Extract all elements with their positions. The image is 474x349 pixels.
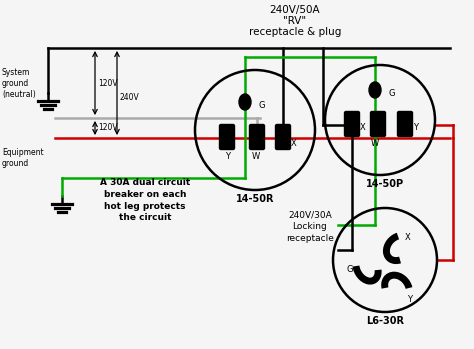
- Text: X: X: [360, 122, 366, 132]
- Text: 120V: 120V: [98, 124, 118, 133]
- FancyBboxPatch shape: [345, 111, 359, 136]
- Text: W: W: [252, 152, 260, 161]
- Text: G: G: [259, 102, 265, 111]
- Text: 240V: 240V: [120, 94, 140, 103]
- Text: Equipment
ground: Equipment ground: [2, 148, 44, 168]
- Text: G: G: [347, 266, 354, 275]
- FancyBboxPatch shape: [249, 125, 264, 149]
- FancyBboxPatch shape: [371, 111, 385, 136]
- Text: W: W: [371, 139, 379, 148]
- Text: 120V: 120V: [98, 79, 118, 88]
- Text: Y: Y: [413, 122, 418, 132]
- Text: "RV": "RV": [283, 16, 307, 26]
- FancyBboxPatch shape: [398, 111, 412, 136]
- Text: X: X: [291, 140, 297, 149]
- Text: G: G: [389, 89, 395, 98]
- Text: 14-50R: 14-50R: [236, 194, 274, 204]
- Ellipse shape: [239, 94, 251, 110]
- Text: 14-50P: 14-50P: [366, 179, 404, 189]
- Ellipse shape: [369, 82, 381, 98]
- Text: Y: Y: [407, 296, 412, 304]
- Text: System
ground
(neutral): System ground (neutral): [2, 68, 36, 99]
- FancyBboxPatch shape: [219, 125, 235, 149]
- FancyBboxPatch shape: [275, 125, 291, 149]
- Text: 240V/50A: 240V/50A: [270, 5, 320, 15]
- Text: L6-30R: L6-30R: [366, 316, 404, 326]
- Text: A 30A dual circuit
breaker on each
hot leg protects
the circuit: A 30A dual circuit breaker on each hot l…: [100, 178, 190, 222]
- Text: Y: Y: [225, 152, 230, 161]
- Text: 240V/30A
Locking
receptacle: 240V/30A Locking receptacle: [286, 210, 334, 243]
- Text: receptacle & plug: receptacle & plug: [249, 27, 341, 37]
- Text: X: X: [405, 233, 411, 243]
